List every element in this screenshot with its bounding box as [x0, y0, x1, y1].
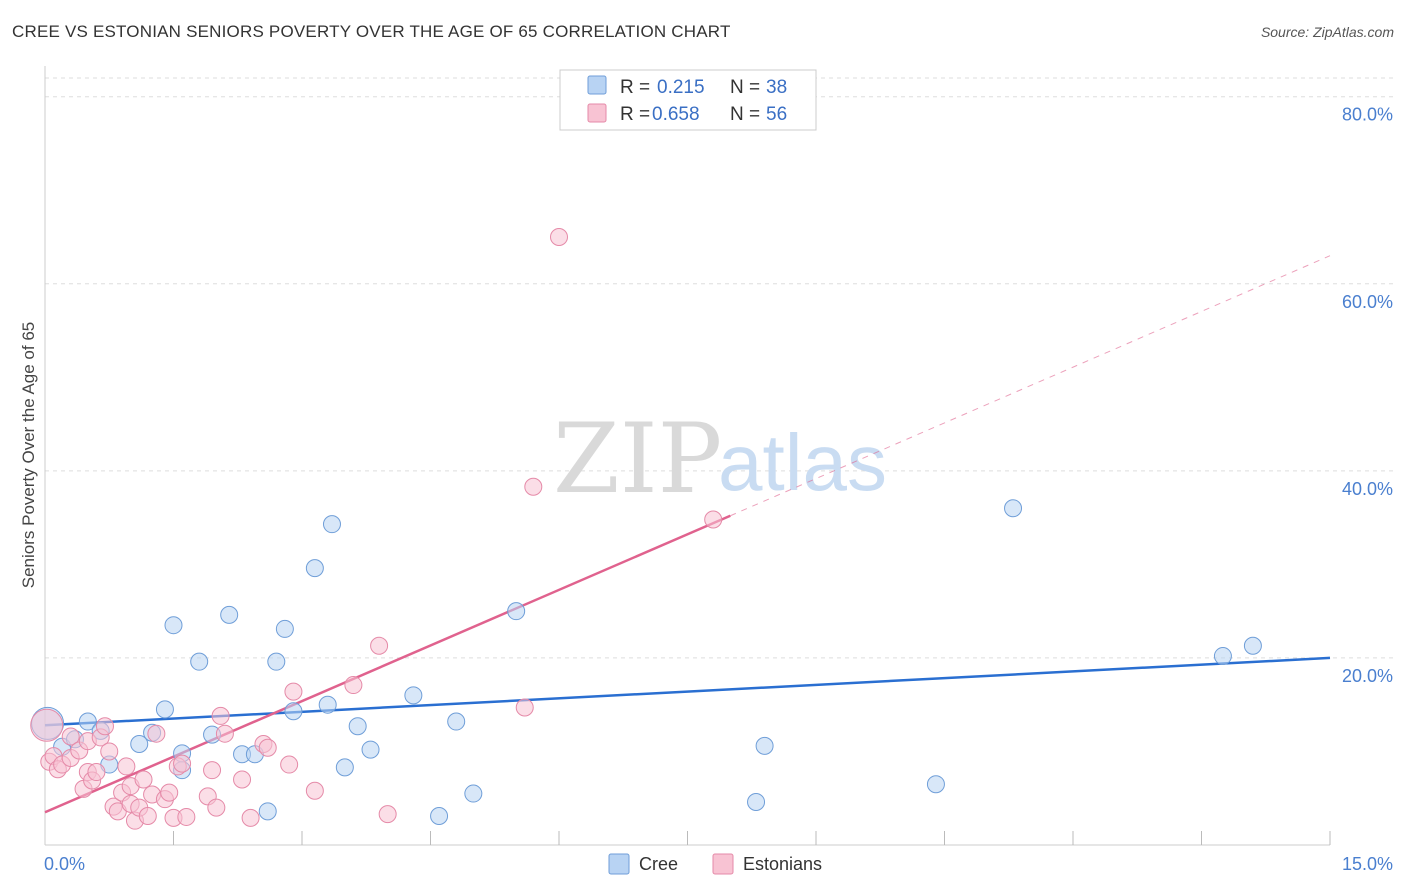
point-cree-14 — [220, 605, 239, 624]
point-cree-23 — [322, 515, 341, 534]
point-estonians-29 — [160, 783, 179, 802]
legend-n-value-estonians: 56 — [766, 104, 787, 125]
trend-lines — [44, 255, 1331, 814]
y-tick-label: 60.0% — [1342, 292, 1393, 312]
point-estonians-12 — [87, 763, 106, 782]
axis-layer — [44, 66, 1331, 846]
point-estonians-49 — [515, 698, 534, 717]
point-estonians-36 — [207, 798, 226, 817]
point-cree-30 — [464, 784, 483, 803]
legend-r-label-cree: R = — [620, 77, 650, 98]
legend-r-label-estonians: R = — [620, 104, 650, 125]
trend-line-estonians — [44, 514, 731, 814]
y-tick-label: 80.0% — [1342, 105, 1393, 125]
point-estonians-44 — [284, 682, 303, 701]
point-cree-24 — [335, 758, 354, 777]
point-cree-28 — [430, 807, 449, 826]
point-estonians-48 — [378, 805, 397, 824]
point-cree-19 — [275, 619, 294, 638]
point-estonians-43 — [280, 755, 299, 774]
point-cree-6 — [130, 734, 149, 753]
point-estonians-6 — [61, 727, 80, 746]
legend-n-label-cree: N = — [730, 77, 760, 98]
point-estonians-47 — [370, 636, 389, 655]
watermark: ZIP atlas — [553, 403, 887, 515]
point-cree-33 — [755, 736, 774, 755]
trend-line-estonians-extrapolated — [730, 255, 1331, 517]
point-cree-22 — [318, 695, 337, 714]
point-estonians-50 — [524, 477, 543, 496]
legend-swatch-estonians — [587, 103, 607, 123]
point-cree-20 — [284, 702, 303, 721]
x-tick-label: 0.0% — [44, 854, 85, 874]
point-cree-12 — [190, 652, 209, 671]
y-tick-labels: 20.0% 40.0% 60.0% 80.0% — [1342, 105, 1393, 686]
point-cree-27 — [404, 686, 423, 705]
point-cree-29 — [447, 712, 466, 731]
point-cree-35 — [1004, 499, 1023, 518]
point-estonians-37 — [211, 706, 230, 725]
point-estonians-32 — [173, 754, 192, 773]
bottom-legend-swatch-cree — [608, 853, 630, 875]
legend-r-value-estonians: 0.658 — [652, 104, 700, 125]
point-estonians-24 — [134, 770, 153, 789]
point-estonians-35 — [203, 761, 222, 780]
x-tick-label: 15.0% — [1342, 854, 1393, 874]
legend-swatch-cree — [587, 75, 607, 95]
point-cree-18 — [267, 652, 286, 671]
point-estonians-52 — [704, 510, 723, 529]
point-estonians-15 — [100, 742, 119, 761]
point-cree-26 — [361, 740, 380, 759]
source-label: Source: ZipAtlas.com — [1260, 24, 1394, 40]
point-cree-36 — [1213, 647, 1232, 666]
chart-title: CREE VS ESTONIAN SENIORS POVERTY OVER TH… — [12, 22, 731, 41]
y-tick-label: 40.0% — [1342, 479, 1393, 499]
bottom-legend: Cree Estonians — [608, 853, 822, 875]
point-cree-8 — [155, 700, 174, 719]
point-estonians-19 — [117, 757, 136, 776]
y-axis-title: Seniors Poverty Over the Age of 65 — [19, 322, 38, 588]
bottom-legend-label-cree: Cree — [639, 854, 678, 874]
y-tick-label: 20.0% — [1342, 666, 1393, 686]
point-estonians-0 — [30, 708, 64, 742]
point-cree-21 — [305, 559, 324, 578]
legend-n-label-estonians: N = — [730, 104, 760, 125]
point-cree-3 — [78, 712, 97, 731]
point-estonians-14 — [95, 717, 114, 736]
legend-n-value-cree: 38 — [766, 77, 787, 98]
point-estonians-25 — [138, 807, 157, 826]
point-cree-25 — [348, 717, 367, 736]
grid-layer — [45, 77, 1395, 659]
point-estonians-45 — [305, 781, 324, 800]
point-estonians-51 — [550, 228, 568, 247]
watermark-atlas: atlas — [718, 418, 887, 507]
scatter-points — [30, 228, 1262, 830]
point-estonians-46 — [344, 676, 363, 695]
point-cree-9 — [164, 616, 183, 635]
point-estonians-33 — [177, 807, 196, 826]
top-legend: R = 0.215 N = 38 R = 0.658 N = 56 — [559, 69, 817, 131]
bottom-legend-swatch-estonians — [712, 853, 734, 875]
bottom-legend-label-estonians: Estonians — [743, 854, 822, 874]
point-cree-31 — [507, 602, 526, 621]
point-estonians-27 — [147, 724, 166, 743]
trend-line-cree — [44, 656, 1331, 727]
point-estonians-38 — [215, 724, 234, 743]
point-cree-34 — [926, 775, 945, 794]
point-cree-37 — [1243, 636, 1262, 655]
watermark-zip: ZIP — [553, 403, 722, 515]
point-cree-32 — [747, 792, 766, 811]
point-estonians-42 — [258, 738, 277, 757]
point-estonians-39 — [233, 770, 252, 789]
legend-r-value-cree: 0.215 — [657, 77, 705, 98]
point-estonians-40 — [241, 808, 260, 827]
point-cree-17 — [258, 802, 277, 821]
x-tick-labels: 0.0% 15.0% — [44, 854, 1393, 874]
